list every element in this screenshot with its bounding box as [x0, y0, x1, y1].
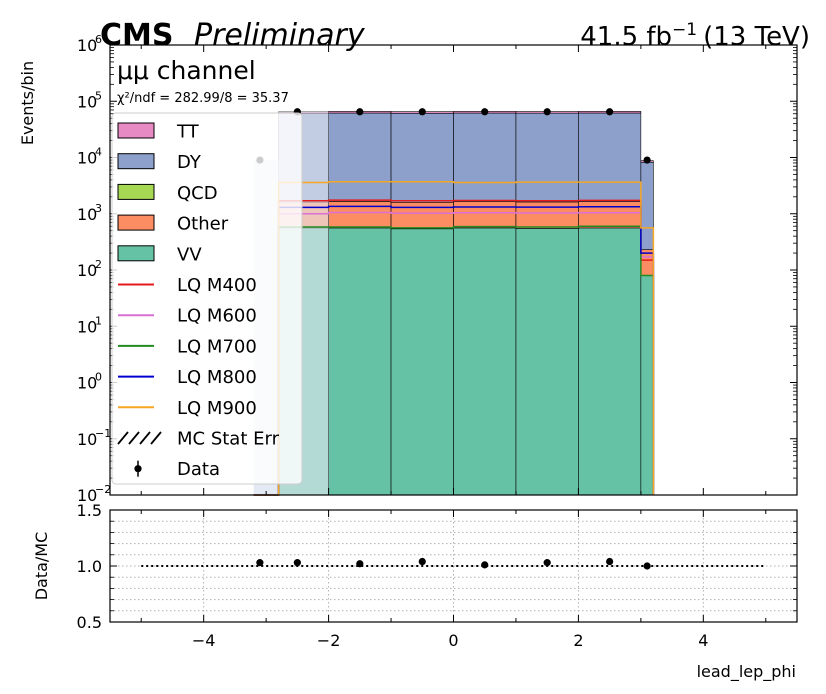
ratio-point-6 — [606, 557, 614, 566]
x-tick-label-4: 4 — [698, 631, 708, 650]
legend-hatch-line — [139, 431, 151, 445]
bar-vv-bin-7 — [640, 275, 654, 496]
legend-swatch-qcd — [117, 183, 155, 200]
ratio-point-0 — [256, 559, 264, 567]
legend-hatch-line — [117, 431, 129, 445]
bar-other-bin-6 — [578, 201, 642, 229]
bar-vv-bin-6 — [578, 227, 642, 496]
bar-dy-bin-6 — [578, 112, 642, 202]
y-tick-label-5: 10 — [77, 205, 97, 224]
channel-label: μμ channel — [117, 56, 256, 85]
lumi-value: 41.5 fb — [580, 22, 672, 52]
y-tick-exponent-7: 5 — [95, 89, 102, 102]
bar-dy-bin-4 — [453, 112, 517, 202]
y-tick-label-2: 10 — [77, 374, 97, 393]
ratio-points — [141, 557, 766, 570]
legend-data-marker — [134, 465, 142, 473]
bar-vv-bin-3 — [390, 228, 454, 496]
lumi-label: 41.5 fb−1 (13 TeV) — [580, 20, 810, 52]
bar-vv-bin-4 — [453, 227, 517, 496]
energy-value: (13 TeV) — [703, 22, 810, 52]
data-point-2 — [356, 108, 364, 116]
ratio-point-2 — [356, 560, 364, 568]
signal-lines — [253, 181, 655, 496]
legend-label-vv: VV — [177, 244, 202, 265]
bar-other-bin-4 — [453, 201, 517, 229]
y-tick-exponent-1: −1 — [95, 427, 111, 440]
x-tick-label-0: −4 — [192, 631, 216, 650]
bar-other-bin-5 — [515, 201, 579, 229]
legend-label-dy: DY — [177, 152, 202, 173]
legend-label-qcd: QCD — [177, 183, 218, 204]
ratio-point-3 — [418, 557, 426, 566]
x-tick-label-1: −2 — [317, 631, 341, 650]
y-tick-label-7: 10 — [77, 92, 97, 111]
legend-label-mc-stat-err: MC Stat Err — [177, 429, 280, 450]
ratio-axes: 0.5 1.0 1.5 −4 −2 0 2 4 — [77, 501, 798, 650]
legend-label-lq-m400: LQ M400 — [177, 275, 257, 296]
ratio-y-tick-label-2: 1.5 — [77, 501, 102, 520]
data-point-4 — [481, 108, 489, 116]
bar-dy-bin-5 — [515, 112, 579, 203]
bar-dy-bin-2 — [328, 112, 392, 202]
y-tick-label-3: 10 — [77, 317, 97, 336]
bar-dy-bin-3 — [390, 112, 454, 203]
y-tick-exponent-3: 1 — [95, 314, 102, 327]
y-axis-label-main: Events/bin — [18, 61, 37, 145]
status-label: Preliminary — [194, 18, 366, 53]
legend-label-data: Data — [177, 459, 220, 480]
legend-label-lq-m700: LQ M700 — [177, 336, 257, 357]
data-point-7 — [643, 156, 651, 164]
legend-swatch-other — [117, 214, 155, 231]
y-tick-label-8: 10 — [77, 36, 97, 55]
ratio-point-4 — [481, 561, 489, 569]
y-tick-label-6: 10 — [77, 149, 97, 168]
x-tick-label-2: 0 — [448, 631, 458, 650]
legend-swatch-dy — [117, 153, 155, 170]
data-point-3 — [418, 108, 426, 116]
data-point-6 — [606, 108, 614, 116]
legend-swatch-vv — [117, 245, 155, 262]
legend-hatch-line — [150, 431, 162, 445]
y-tick-exponent-8: 6 — [95, 33, 102, 46]
x-axis-label: lead_lep_phi — [697, 662, 796, 682]
bar-other-bin-3 — [390, 201, 454, 230]
ratio-point-1 — [293, 559, 301, 567]
stacked-histograms — [253, 111, 654, 496]
y-tick-exponent-4: 2 — [95, 258, 102, 271]
y-tick-exponent-5: 3 — [95, 202, 102, 215]
x-tick-label-3: 2 — [573, 631, 583, 650]
experiment-label: CMS — [100, 18, 173, 53]
legend-box — [111, 112, 303, 485]
legend-label-lq-m600: LQ M600 — [177, 306, 257, 327]
y-tick-label-0: 10 — [77, 486, 97, 505]
ratio-y-tick-label-0: 0.5 — [77, 613, 102, 632]
y-tick-label-4: 10 — [77, 261, 97, 280]
y-tick-label-1: 10 — [77, 430, 97, 449]
legend-label-tt: TT — [176, 122, 200, 143]
ratio-plot-panel: 0.5 1.0 1.5 −4 −2 0 2 4 — [77, 501, 798, 650]
bar-vv-bin-2 — [328, 227, 392, 496]
ratio-point-5 — [543, 559, 551, 567]
legend-label-other: Other — [177, 214, 229, 235]
y-tick-exponent-6: 4 — [95, 146, 102, 159]
bar-dy-bin-7 — [640, 161, 654, 250]
data-point-5 — [543, 108, 551, 116]
legend-hatch-line — [128, 431, 140, 445]
y-tick-exponent-2: 0 — [95, 371, 102, 384]
chi2-label: χ²/ndf = 282.99/8 = 35.37 — [117, 91, 289, 106]
bar-vv-bin-5 — [515, 228, 579, 496]
bar-other-bin-2 — [328, 201, 392, 229]
y-axis-label-ratio: Data/MC — [32, 532, 51, 601]
ratio-point-7 — [643, 562, 651, 570]
legend-label-lq-m900: LQ M900 — [177, 398, 257, 419]
ratio-y-tick-label-1: 1.0 — [77, 557, 102, 576]
legend-swatch-tt — [117, 122, 155, 139]
y-tick-exponent-0: −2 — [95, 483, 111, 496]
lumi-unit-exponent: −1 — [672, 20, 697, 40]
legend-label-lq-m800: LQ M800 — [177, 367, 257, 388]
legend: TT DY QCD Other VV LQ M400 LQ M600 LQ M700 LQ M8… — [111, 112, 303, 485]
